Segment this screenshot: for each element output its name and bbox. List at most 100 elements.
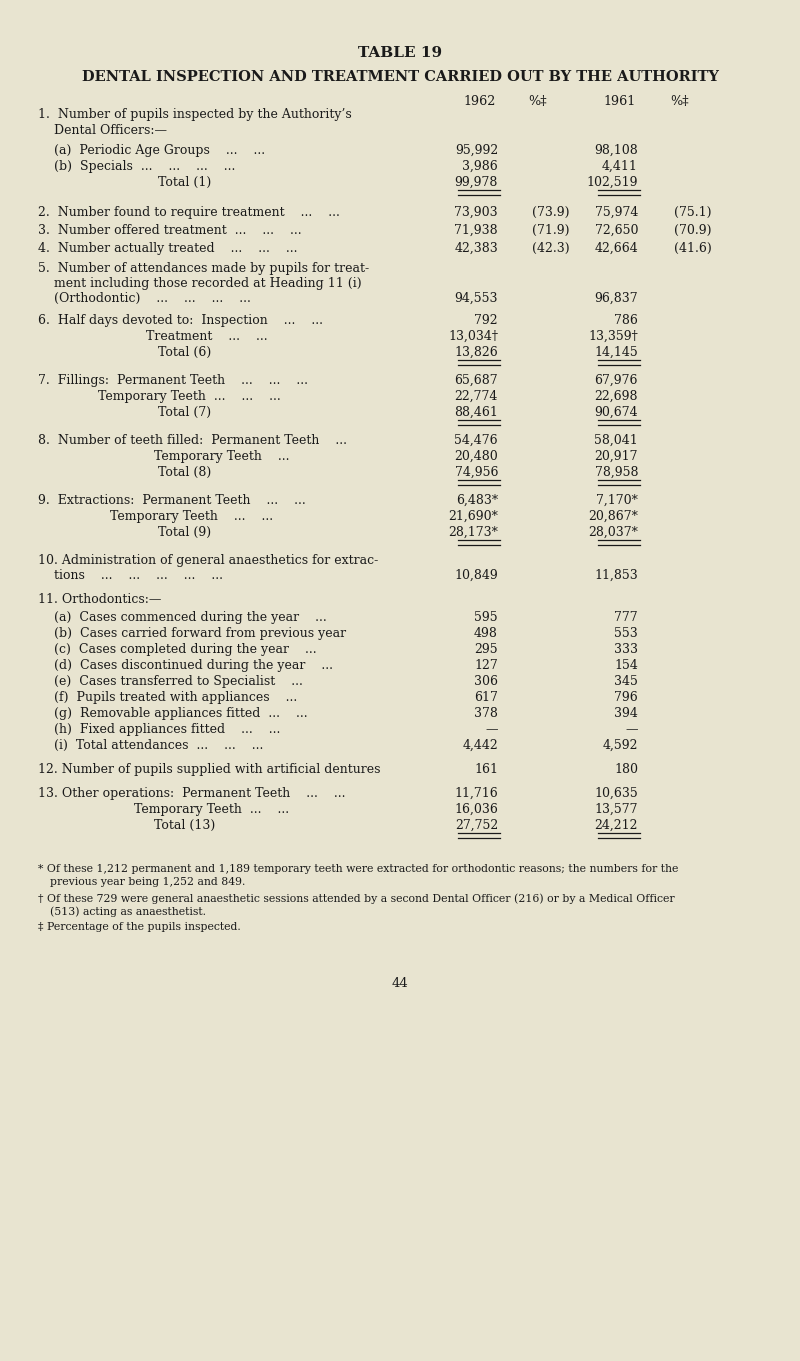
Text: 10. Administration of general anaesthetics for extrac-: 10. Administration of general anaestheti… <box>38 554 378 568</box>
Text: 127: 127 <box>474 659 498 672</box>
Text: 1.  Number of pupils inspected by the Authority’s: 1. Number of pupils inspected by the Aut… <box>38 108 352 121</box>
Text: (70.9): (70.9) <box>674 225 711 237</box>
Text: 154: 154 <box>614 659 638 672</box>
Text: 21,690*: 21,690* <box>448 510 498 523</box>
Text: 98,108: 98,108 <box>594 144 638 157</box>
Text: 378: 378 <box>474 706 498 720</box>
Text: 2.  Number found to require treatment    ...    ...: 2. Number found to require treatment ...… <box>38 206 340 219</box>
Text: 20,917: 20,917 <box>594 450 638 463</box>
Text: 10,849: 10,849 <box>454 569 498 583</box>
Text: 7,170*: 7,170* <box>596 494 638 508</box>
Text: 65,687: 65,687 <box>454 374 498 387</box>
Text: 27,752: 27,752 <box>454 819 498 832</box>
Text: Total (7): Total (7) <box>38 406 211 419</box>
Text: 72,650: 72,650 <box>594 225 638 237</box>
Text: 3,986: 3,986 <box>462 161 498 173</box>
Text: %‡: %‡ <box>529 95 547 108</box>
Text: 13,359†: 13,359† <box>588 329 638 343</box>
Text: (b)  Specials  ...    ...    ...    ...: (b) Specials ... ... ... ... <box>38 161 235 173</box>
Text: Total (9): Total (9) <box>38 525 211 539</box>
Text: (41.6): (41.6) <box>674 242 712 255</box>
Text: 3.  Number offered treatment  ...    ...    ...: 3. Number offered treatment ... ... ... <box>38 225 302 237</box>
Text: 95,992: 95,992 <box>454 144 498 157</box>
Text: 42,664: 42,664 <box>594 242 638 255</box>
Text: 22,698: 22,698 <box>594 391 638 403</box>
Text: 28,037*: 28,037* <box>588 525 638 539</box>
Text: 617: 617 <box>474 691 498 704</box>
Text: 20,867*: 20,867* <box>588 510 638 523</box>
Text: 94,553: 94,553 <box>454 293 498 305</box>
Text: tions    ...    ...    ...    ...    ...: tions ... ... ... ... ... <box>38 569 223 583</box>
Text: 67,976: 67,976 <box>594 374 638 387</box>
Text: † Of these 729 were general anaesthetic sessions attended by a second Dental Off: † Of these 729 were general anaesthetic … <box>38 893 674 904</box>
Text: 102,519: 102,519 <box>586 176 638 189</box>
Text: %‡: %‡ <box>670 95 690 108</box>
Text: (b)  Cases carried forward from previous year: (b) Cases carried forward from previous … <box>38 627 346 640</box>
Text: 22,774: 22,774 <box>454 391 498 403</box>
Text: Temporary Teeth    ...    ...: Temporary Teeth ... ... <box>38 510 273 523</box>
Text: ‡ Percentage of the pupils inspected.: ‡ Percentage of the pupils inspected. <box>38 921 241 932</box>
Text: TABLE 19: TABLE 19 <box>358 46 442 60</box>
Text: (75.1): (75.1) <box>674 206 711 219</box>
Text: 306: 306 <box>474 675 498 689</box>
Text: 180: 180 <box>614 764 638 776</box>
Text: (Orthodontic)    ...    ...    ...    ...: (Orthodontic) ... ... ... ... <box>38 293 251 305</box>
Text: 12. Number of pupils supplied with artificial dentures: 12. Number of pupils supplied with artif… <box>38 764 381 776</box>
Text: 4,442: 4,442 <box>462 739 498 753</box>
Text: 345: 345 <box>614 675 638 689</box>
Text: Total (8): Total (8) <box>38 465 211 479</box>
Text: 595: 595 <box>474 611 498 623</box>
Text: —: — <box>486 723 498 736</box>
Text: Dental Officers:—: Dental Officers:— <box>38 124 167 137</box>
Text: (e)  Cases transferred to Specialist    ...: (e) Cases transferred to Specialist ... <box>38 675 303 689</box>
Text: 58,041: 58,041 <box>594 434 638 446</box>
Text: (i)  Total attendances  ...    ...    ...: (i) Total attendances ... ... ... <box>38 739 263 753</box>
Text: 13,034†: 13,034† <box>448 329 498 343</box>
Text: 44: 44 <box>392 977 408 989</box>
Text: 42,383: 42,383 <box>454 242 498 255</box>
Text: 6.  Half days devoted to:  Inspection    ...    ...: 6. Half days devoted to: Inspection ... … <box>38 314 323 327</box>
Text: 13,577: 13,577 <box>594 803 638 817</box>
Text: 11,716: 11,716 <box>454 787 498 800</box>
Text: 11. Orthodontics:—: 11. Orthodontics:— <box>38 593 162 606</box>
Text: 161: 161 <box>474 764 498 776</box>
Text: 28,173*: 28,173* <box>448 525 498 539</box>
Text: (c)  Cases completed during the year    ...: (c) Cases completed during the year ... <box>38 642 317 656</box>
Text: 54,476: 54,476 <box>454 434 498 446</box>
Text: 6,483*: 6,483* <box>456 494 498 508</box>
Text: 10,635: 10,635 <box>594 787 638 800</box>
Text: 498: 498 <box>474 627 498 640</box>
Text: Total (13): Total (13) <box>38 819 215 832</box>
Text: ment including those recorded at Heading 11 (i): ment including those recorded at Heading… <box>38 278 362 290</box>
Text: Temporary Teeth  ...    ...    ...: Temporary Teeth ... ... ... <box>38 391 281 403</box>
Text: 14,145: 14,145 <box>594 346 638 359</box>
Text: 796: 796 <box>614 691 638 704</box>
Text: (a)  Cases commenced during the year    ...: (a) Cases commenced during the year ... <box>38 611 326 623</box>
Text: (f)  Pupils treated with appliances    ...: (f) Pupils treated with appliances ... <box>38 691 298 704</box>
Text: 88,461: 88,461 <box>454 406 498 419</box>
Text: 777: 777 <box>614 611 638 623</box>
Text: 792: 792 <box>474 314 498 327</box>
Text: (73.9): (73.9) <box>532 206 570 219</box>
Text: 75,974: 75,974 <box>594 206 638 219</box>
Text: 7.  Fillings:  Permanent Teeth    ...    ...    ...: 7. Fillings: Permanent Teeth ... ... ... <box>38 374 308 387</box>
Text: 786: 786 <box>614 314 638 327</box>
Text: (d)  Cases discontinued during the year    ...: (d) Cases discontinued during the year .… <box>38 659 333 672</box>
Text: 16,036: 16,036 <box>454 803 498 817</box>
Text: previous year being 1,252 and 849.: previous year being 1,252 and 849. <box>50 876 246 887</box>
Text: * Of these 1,212 permanent and 1,189 temporary teeth were extracted for orthodon: * Of these 1,212 permanent and 1,189 tem… <box>38 864 678 874</box>
Text: Total (1): Total (1) <box>38 176 211 189</box>
Text: 4,592: 4,592 <box>602 739 638 753</box>
Text: 9.  Extractions:  Permanent Teeth    ...    ...: 9. Extractions: Permanent Teeth ... ... <box>38 494 306 508</box>
Text: (513) acting as anaesthetist.: (513) acting as anaesthetist. <box>50 906 206 916</box>
Text: 13. Other operations:  Permanent Teeth    ...    ...: 13. Other operations: Permanent Teeth ..… <box>38 787 346 800</box>
Text: —: — <box>626 723 638 736</box>
Text: (h)  Fixed appliances fitted    ...    ...: (h) Fixed appliances fitted ... ... <box>38 723 280 736</box>
Text: 73,903: 73,903 <box>454 206 498 219</box>
Text: 11,853: 11,853 <box>594 569 638 583</box>
Text: 99,978: 99,978 <box>454 176 498 189</box>
Text: 553: 553 <box>614 627 638 640</box>
Text: (42.3): (42.3) <box>532 242 570 255</box>
Text: (71.9): (71.9) <box>532 225 570 237</box>
Text: 24,212: 24,212 <box>594 819 638 832</box>
